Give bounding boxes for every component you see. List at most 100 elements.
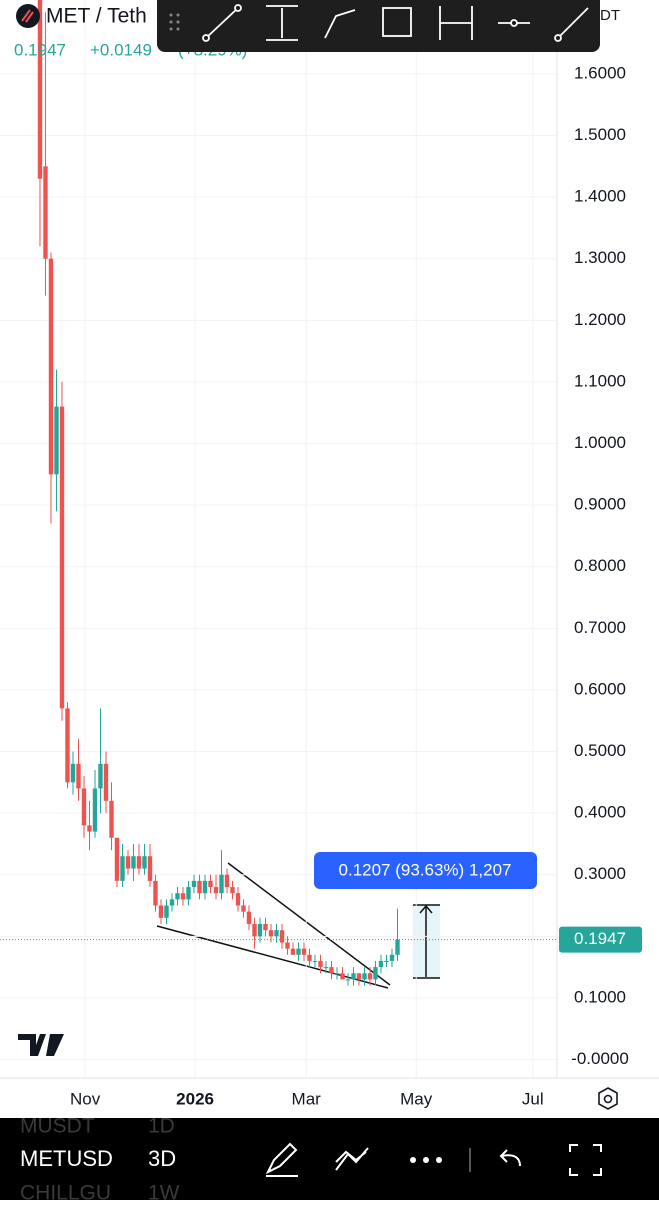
candle-body bbox=[48, 258, 54, 475]
candle-body bbox=[246, 911, 252, 924]
undo-button[interactable] bbox=[499, 1149, 521, 1167]
bottom-bar bbox=[0, 1118, 659, 1200]
symbol-option[interactable]: MUSDT bbox=[20, 1115, 95, 1138]
y-tick-label: 1.4000 bbox=[574, 187, 626, 206]
x-tick-label: Nov bbox=[70, 1089, 101, 1108]
candle-body bbox=[356, 973, 362, 980]
candle-body bbox=[257, 924, 263, 937]
tool-date-range[interactable] bbox=[439, 6, 473, 40]
candle-body bbox=[312, 960, 318, 962]
candle-body bbox=[263, 924, 268, 931]
candle-body bbox=[290, 948, 296, 955]
y-tick-label: 1.5000 bbox=[574, 125, 626, 144]
candle-body bbox=[59, 406, 65, 709]
more-button[interactable] bbox=[410, 1157, 442, 1163]
candle-body bbox=[340, 973, 345, 980]
candle-body bbox=[65, 708, 70, 783]
y-tick-label: 0.8000 bbox=[574, 556, 626, 575]
interval-option[interactable]: 1D bbox=[148, 1115, 175, 1138]
y-tick-label: 1.0000 bbox=[574, 433, 626, 452]
candle-body bbox=[395, 939, 400, 955]
candle-body bbox=[76, 763, 81, 789]
fullscreen-button[interactable] bbox=[569, 1144, 602, 1176]
candle-body bbox=[384, 960, 389, 962]
tool-price-range[interactable] bbox=[266, 5, 298, 41]
y-tick-label: 0.5000 bbox=[574, 741, 626, 760]
candle-body bbox=[285, 942, 290, 949]
candle-body bbox=[219, 874, 224, 894]
candle-body bbox=[334, 973, 340, 975]
logo[interactable] bbox=[18, 1034, 64, 1056]
candle-body bbox=[213, 887, 219, 894]
tool-handle bbox=[202, 34, 210, 42]
indicators-button[interactable] bbox=[335, 1147, 369, 1171]
candle-body bbox=[114, 837, 120, 881]
tool-rectangle[interactable] bbox=[382, 7, 412, 37]
candle-body bbox=[274, 930, 279, 937]
quote-currency: DT bbox=[600, 7, 620, 24]
candle-body bbox=[37, 0, 43, 179]
x-tick-label: May bbox=[400, 1089, 433, 1108]
tool-handle bbox=[554, 34, 562, 42]
symbol-current[interactable]: METUSD bbox=[20, 1146, 113, 1171]
interval-current[interactable]: 3D bbox=[148, 1146, 176, 1171]
candle-body bbox=[345, 979, 351, 981]
y-tick-label: 1.2000 bbox=[574, 310, 626, 329]
candle-body bbox=[318, 960, 323, 968]
header-change: +0.0149 bbox=[90, 40, 152, 59]
candle-body bbox=[279, 930, 285, 943]
symbol-option[interactable]: CHILLGU bbox=[20, 1182, 111, 1205]
candle-body bbox=[197, 880, 202, 894]
last-price-box bbox=[559, 926, 642, 953]
candle-body bbox=[54, 406, 59, 475]
last-price-label: 0.1947 bbox=[574, 929, 626, 948]
candle-body bbox=[252, 924, 257, 937]
measure-arrowhead bbox=[419, 904, 433, 914]
symbol[interactable]: MET / Teth bbox=[46, 5, 147, 28]
measure-label: 0.1207 (93.63%) 1,207 bbox=[339, 860, 512, 879]
candle-body bbox=[362, 973, 367, 980]
candle-body bbox=[351, 973, 356, 980]
candle-body bbox=[202, 880, 208, 894]
drag-handle[interactable] bbox=[169, 13, 180, 31]
candle-body bbox=[241, 905, 246, 912]
draw-button[interactable] bbox=[265, 1142, 298, 1177]
candle-body bbox=[43, 166, 48, 259]
candle-body bbox=[373, 967, 378, 980]
candle-body bbox=[131, 856, 136, 869]
candle-body bbox=[191, 880, 197, 888]
x-tick-label: Jul bbox=[522, 1089, 544, 1108]
measure-label-box bbox=[314, 852, 537, 889]
header-price: 0.1947 bbox=[14, 40, 66, 59]
x-tick-label: 2026 bbox=[176, 1089, 214, 1108]
candle-body bbox=[389, 954, 395, 961]
y-tick-label: -0.0000 bbox=[571, 1049, 629, 1068]
y-tick-label: 0.6000 bbox=[574, 679, 626, 698]
settings-icon[interactable] bbox=[598, 1087, 618, 1110]
candle-body bbox=[378, 960, 384, 968]
candle-body bbox=[153, 880, 158, 906]
y-tick-label: 1.6000 bbox=[574, 63, 626, 82]
candle-body bbox=[235, 893, 241, 906]
candle-body bbox=[98, 763, 103, 789]
trend-line[interactable] bbox=[227, 862, 391, 986]
candle-body bbox=[164, 905, 169, 918]
drawing-toolbar bbox=[157, 0, 600, 52]
toolbar-bg bbox=[157, 0, 600, 52]
interval-option[interactable]: 1W bbox=[148, 1182, 180, 1205]
candle-body bbox=[136, 856, 142, 869]
y-tick-label: 0.7000 bbox=[574, 618, 626, 637]
tool-trend-line[interactable] bbox=[205, 7, 239, 39]
tool-arrow[interactable] bbox=[555, 7, 589, 41]
candle-body bbox=[329, 967, 334, 974]
tool-path[interactable] bbox=[324, 9, 356, 39]
candle-body bbox=[268, 930, 274, 937]
tool-handle bbox=[510, 19, 518, 27]
candle-body bbox=[120, 856, 125, 881]
candle-body bbox=[224, 874, 230, 888]
y-tick-label: 0.9000 bbox=[574, 495, 626, 514]
fade bbox=[118, 1138, 132, 1182]
candle-body bbox=[125, 856, 131, 869]
